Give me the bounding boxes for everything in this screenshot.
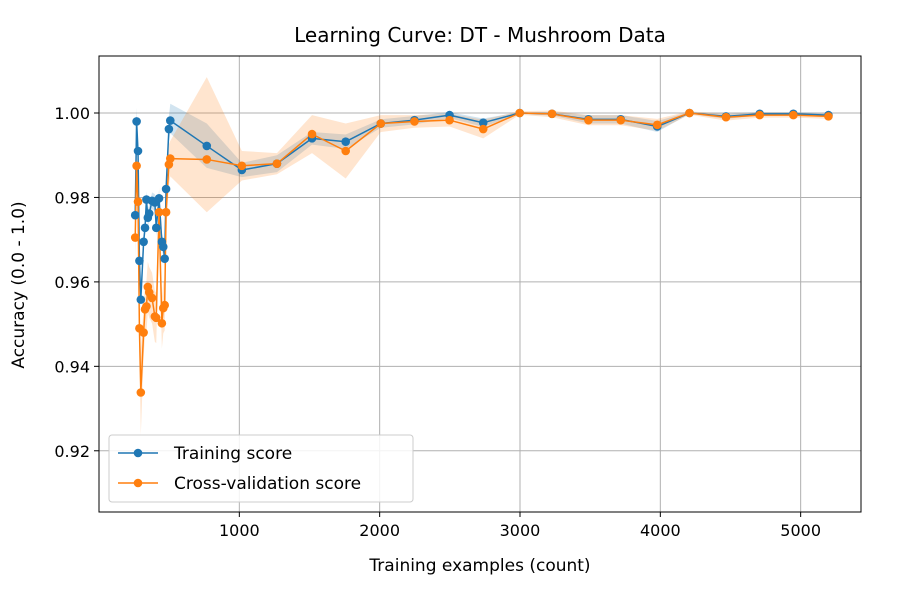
cross-validation-score-point <box>478 124 488 134</box>
training-score-point <box>151 223 161 233</box>
plot-frame <box>98 55 862 513</box>
cross-validation-score-point <box>151 313 161 323</box>
x-tick-label: 2000 <box>359 521 400 540</box>
training-score-point <box>132 117 141 126</box>
cross-validation-score-point <box>341 146 351 156</box>
training-score-point <box>161 184 171 194</box>
cross-validation-score-point <box>584 115 593 125</box>
chart-title: Learning Curve: DT - Mushroom Data <box>294 23 666 47</box>
cross-validation-score-point <box>824 112 833 121</box>
x-tick-label: 5000 <box>780 521 821 540</box>
cross-validation-score-point <box>307 129 317 139</box>
cross-validation-score-point <box>130 233 140 242</box>
x-tick-label: 4000 <box>640 521 681 540</box>
training-score-point <box>144 209 154 218</box>
legend-training-label: Training score <box>173 444 292 464</box>
cross-validation-score-point <box>160 300 169 310</box>
cross-validation-score-point <box>652 120 662 130</box>
y-axis-label: Accuracy (0.0 - 1.0) <box>9 201 29 368</box>
legend: Training score Cross-validation score <box>108 434 414 503</box>
training-score-point <box>478 118 488 128</box>
training-score-point <box>140 223 150 233</box>
legend-box <box>108 434 414 503</box>
training-score-point <box>160 254 169 263</box>
training-score-point <box>202 141 212 151</box>
cross-validation-score-point <box>133 197 143 206</box>
cross-validation-score-point <box>445 115 454 125</box>
x-tick-label: 1000 <box>219 521 260 540</box>
cross-validation-score-point <box>132 161 141 171</box>
legend-cross-validation-label: Cross-validation score <box>174 474 361 494</box>
cross-validation-score-point <box>272 159 282 168</box>
series-points <box>130 108 833 397</box>
cross-validation-score-point <box>721 112 731 122</box>
training-score-point <box>165 116 175 125</box>
cross-validation-score-point <box>515 108 525 118</box>
legend-training-marker <box>133 448 143 458</box>
y-tick-label: 0.98 <box>54 188 90 207</box>
y-axis-ticks: 0.92 0.94 0.96 0.98 1.00 <box>54 104 99 461</box>
y-tick-label: 0.92 <box>54 442 90 461</box>
cross-validation-score-point <box>136 388 146 397</box>
cross-validation-score-point <box>161 207 171 217</box>
cross-validation-score-point <box>616 115 626 125</box>
legend-cross-validation-marker <box>133 478 143 488</box>
cross-validation-score-point <box>157 318 167 328</box>
cross-validation-score-point <box>376 119 386 128</box>
cross-validation-score-point <box>139 328 148 337</box>
y-tick-label: 0.94 <box>54 357 90 376</box>
cross-validation-score-point <box>237 161 247 171</box>
training-score-point <box>154 193 164 203</box>
cross-validation-score-point <box>410 117 419 126</box>
cross-validation-score-point <box>202 155 212 164</box>
training-score-point <box>136 295 146 304</box>
training-score-point <box>139 237 148 247</box>
cross-validation-score-point <box>547 109 557 119</box>
training-score-point <box>130 210 140 220</box>
training-score-point <box>135 256 144 266</box>
training-score-point <box>133 146 143 156</box>
cross-validation-score-point <box>685 108 694 118</box>
x-axis-label: Training examples (count) <box>368 556 590 576</box>
cross-validation-score-point <box>789 110 798 120</box>
cross-validation-score-point <box>154 207 164 217</box>
training-score-band <box>135 103 829 309</box>
cross-validation-score-point <box>147 293 157 303</box>
training-score-point <box>341 137 351 147</box>
y-tick-label: 0.96 <box>54 273 90 292</box>
x-axis-ticks: 1000 2000 3000 4000 5000 <box>219 512 821 540</box>
cross-validation-score-point <box>142 302 151 311</box>
cross-validation-score-point <box>755 110 764 120</box>
cross-validation-score-point <box>165 154 175 163</box>
x-tick-label: 3000 <box>500 521 541 540</box>
y-tick-label: 1.00 <box>54 104 90 123</box>
training-score-point <box>164 124 174 134</box>
training-score-point <box>158 242 168 252</box>
